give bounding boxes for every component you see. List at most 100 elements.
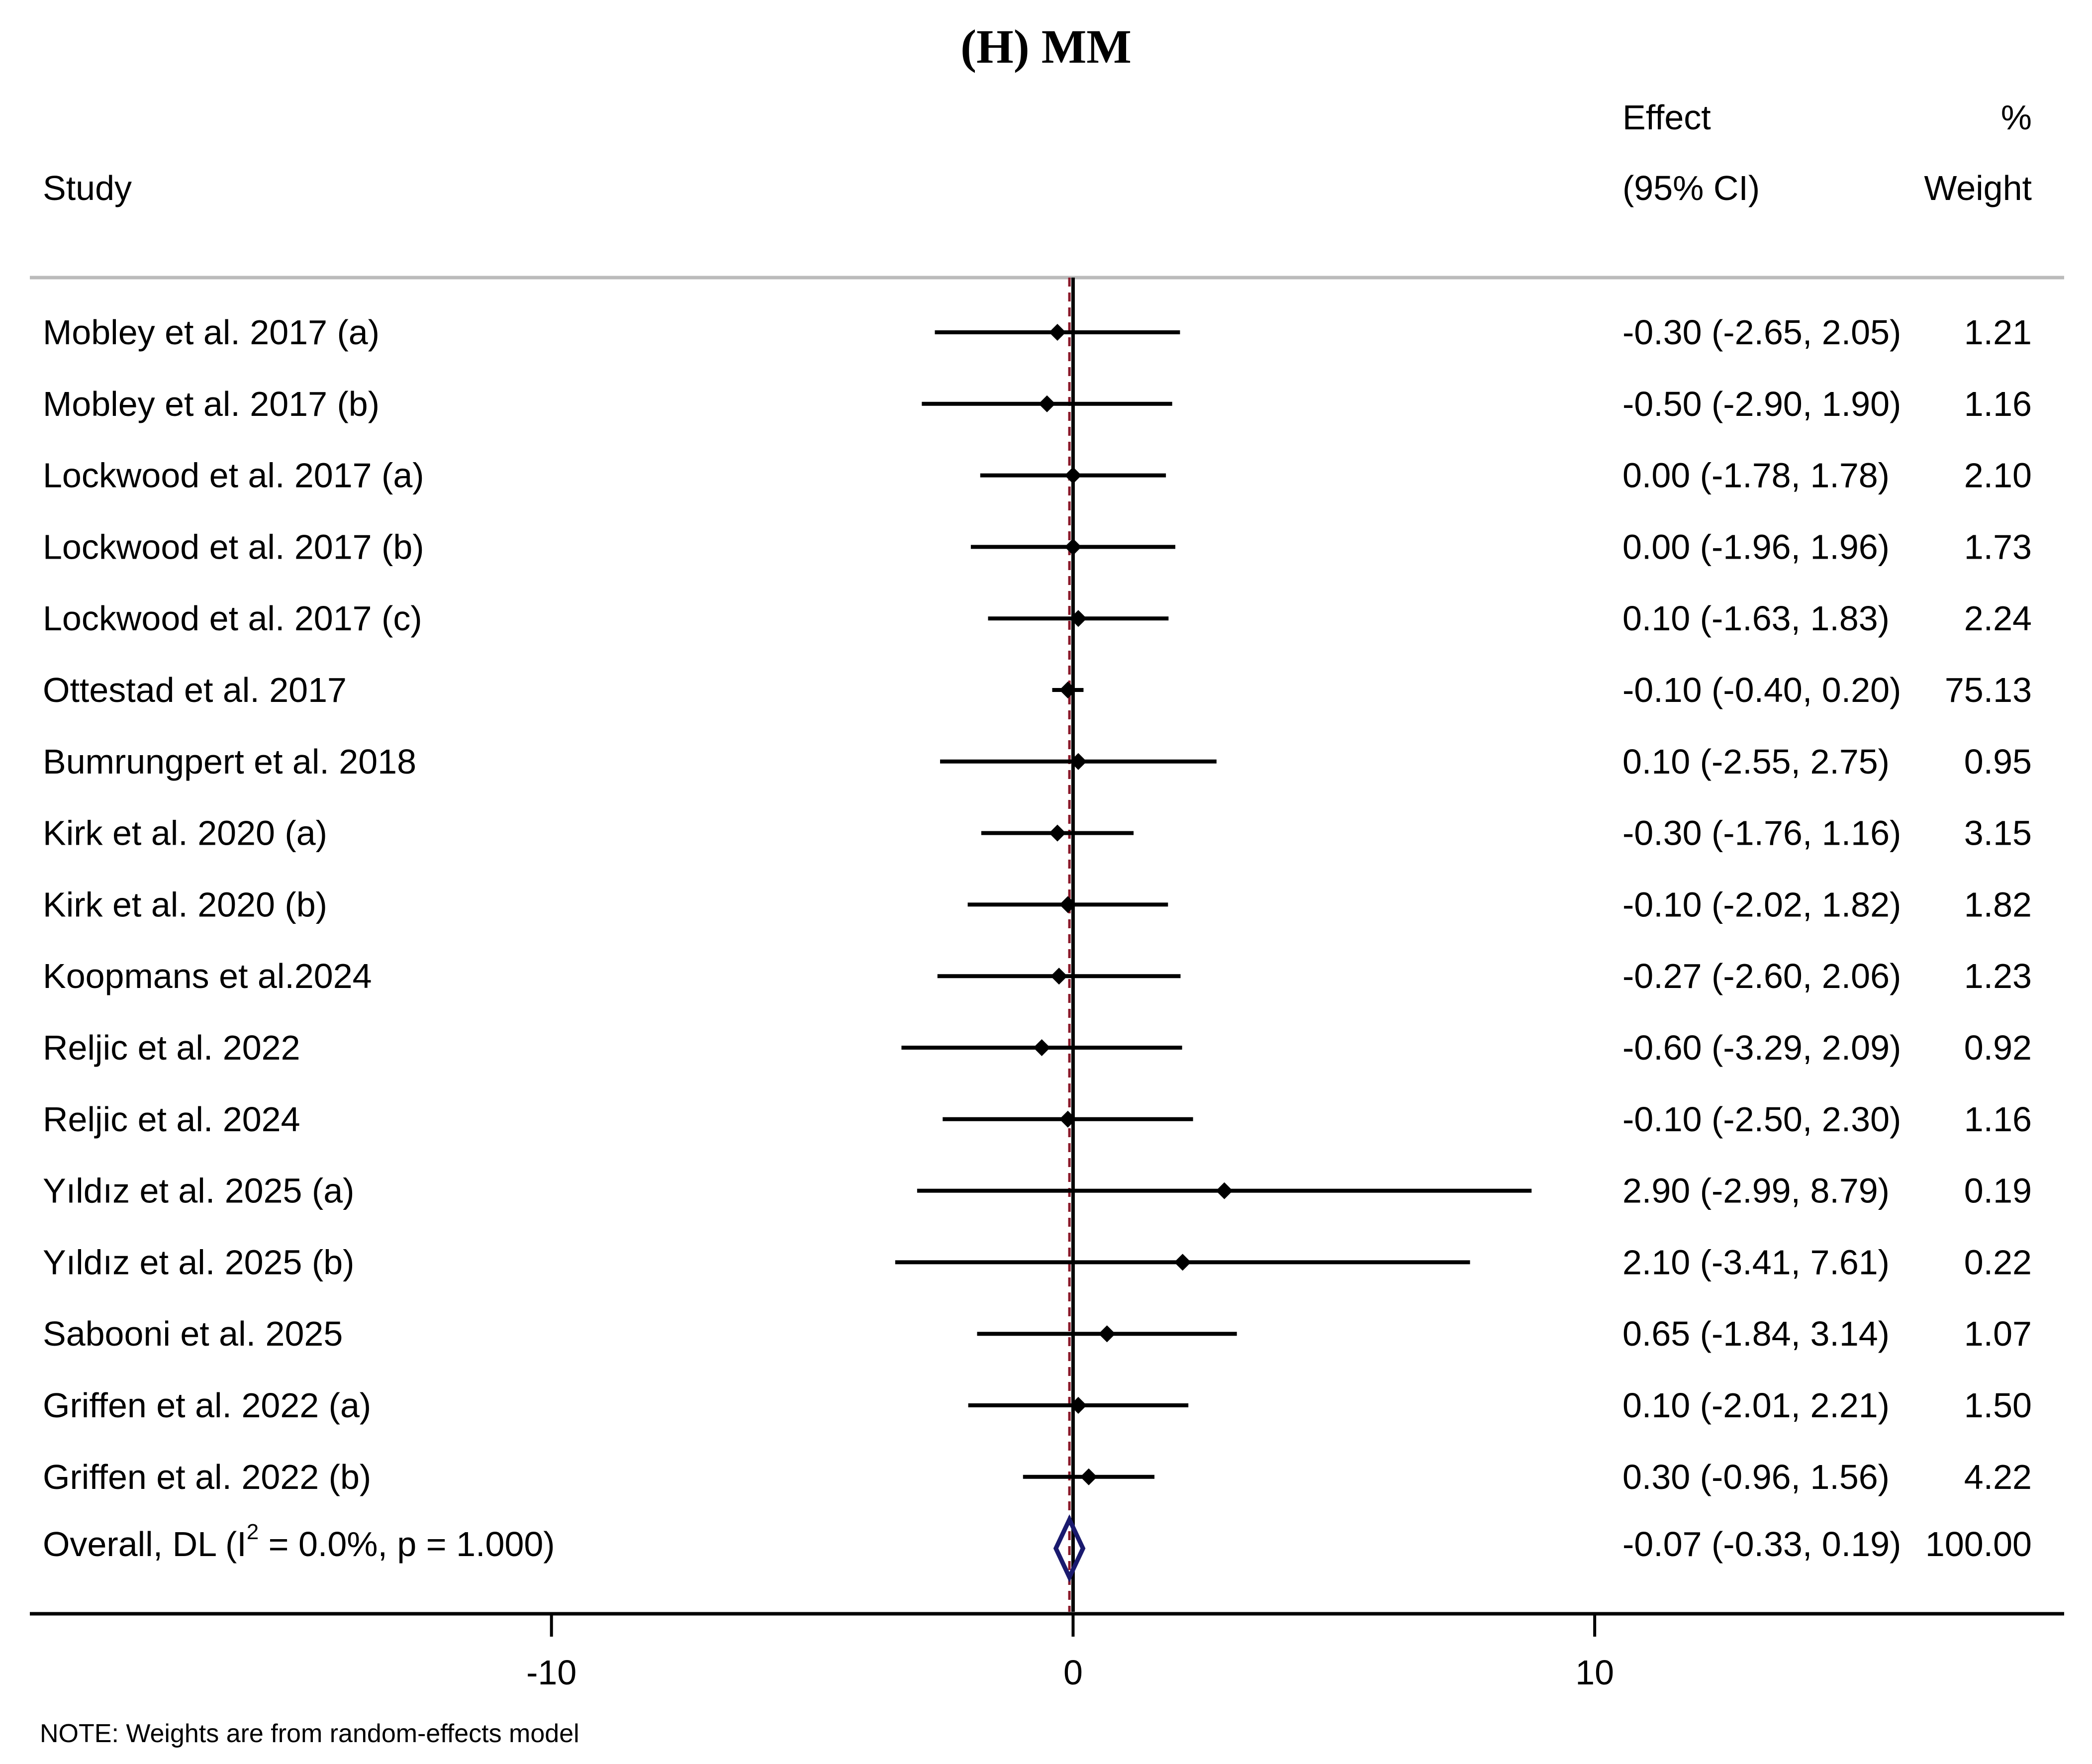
study-label: Yıldız et al. 2025 (b) xyxy=(43,1243,354,1281)
weight-text: 1.82 xyxy=(1964,885,2032,924)
study-row: Koopmans et al.2024 -0.27 (-2.60, 2.06) 1.… xyxy=(43,957,2032,995)
x-axis-ticks: -10 0 10 xyxy=(526,1614,1614,1692)
study-row: Lockwood et al. 2017 (b) 0.00 (-1.96, 1.9… xyxy=(43,527,2032,566)
header-study: Study xyxy=(43,169,132,207)
study-label: Reljic et al. 2022 xyxy=(43,1028,300,1067)
effect-ci-text: -0.30 (-2.65, 2.05) xyxy=(1622,313,1901,352)
weight-text: 0.22 xyxy=(1964,1243,2032,1281)
weight-text: 1.21 xyxy=(1964,313,2032,352)
study-label: Yıldız et al. 2025 (a) xyxy=(43,1172,354,1210)
effect-point xyxy=(1059,896,1076,913)
study-row: Griffen et al. 2022 (b) 0.30 (-0.96, 1.56… xyxy=(43,1458,2032,1496)
study-label: Sabooni et al. 2025 xyxy=(43,1314,343,1353)
effect-ci-text: -0.10 (-2.50, 2.30) xyxy=(1622,1100,1901,1139)
study-label: Ottestad et al. 2017 xyxy=(43,671,347,709)
overall-row: Overall, DL (I2 = 0.0%, p = 1.000) -0.07… xyxy=(43,1514,2032,1583)
effect-ci-text: 2.90 (-2.99, 8.79) xyxy=(1622,1172,1890,1210)
effect-ci-text: -0.50 (-2.90, 1.90) xyxy=(1622,385,1901,423)
effect-point xyxy=(1059,1110,1076,1128)
effect-ci-text: -0.10 (-0.40, 0.20) xyxy=(1622,671,1901,709)
effect-ci-text: -0.60 (-3.29, 2.09) xyxy=(1622,1028,1901,1067)
effect-point xyxy=(1174,1254,1191,1271)
study-row: Sabooni et al. 2025 0.65 (-1.84, 3.14) 1.0… xyxy=(43,1314,2032,1353)
effect-ci-text: 0.65 (-1.84, 3.14) xyxy=(1622,1314,1890,1353)
weight-text: 2.24 xyxy=(1964,599,2032,638)
study-row: Kirk et al. 2020 (b) -0.10 (-2.02, 1.82) 1… xyxy=(43,885,2032,924)
effect-ci-text: -0.10 (-2.02, 1.82) xyxy=(1622,885,1901,924)
effect-ci-text: -0.27 (-2.60, 2.06) xyxy=(1622,957,1901,995)
study-row: Griffen et al. 2022 (a) 0.10 (-2.01, 2.21… xyxy=(43,1386,2032,1425)
study-row: Bumrungpert et al. 2018 0.10 (-2.55, 2.75… xyxy=(43,742,2032,781)
effect-ci-text: 0.00 (-1.96, 1.96) xyxy=(1622,527,1890,566)
study-label: Kirk et al. 2020 (b) xyxy=(43,885,327,924)
chart-title: (H) MM xyxy=(960,20,1132,73)
weight-text: 2.10 xyxy=(1964,456,2032,495)
overall-label-suffix: = 0.0%, p = 1.000) xyxy=(259,1525,555,1564)
effect-point xyxy=(1216,1182,1233,1199)
study-label: Mobley et al. 2017 (b) xyxy=(43,385,380,423)
weight-text: 1.16 xyxy=(1964,385,2032,423)
study-row: Reljic et al. 2022 -0.60 (-3.29, 2.09) 0.9… xyxy=(43,1028,2032,1067)
overall-ci-text: -0.07 (-0.33, 0.19) xyxy=(1622,1525,1901,1564)
header-effect: Effect xyxy=(1622,98,1711,137)
study-rows: Mobley et al. 2017 (a) -0.30 (-2.65, 2.05… xyxy=(43,313,2032,1496)
effect-point xyxy=(1048,324,1066,341)
weight-text: 75.13 xyxy=(1945,671,2032,709)
effect-ci-text: 0.10 (-1.63, 1.83) xyxy=(1622,599,1890,638)
study-row: Kirk et al. 2020 (a) -0.30 (-1.76, 1.16) 3… xyxy=(43,814,2032,853)
weight-text: 4.22 xyxy=(1964,1458,2032,1496)
study-row: Mobley et al. 2017 (a) -0.30 (-2.65, 2.05… xyxy=(43,313,2032,352)
weight-text: 1.50 xyxy=(1964,1386,2032,1425)
weight-text: 0.92 xyxy=(1964,1028,2032,1067)
weight-text: 0.95 xyxy=(1964,742,2032,781)
overall-label: Overall, DL (I2 = 0.0%, p = 1.000) xyxy=(43,1520,555,1564)
effect-point xyxy=(1080,1468,1097,1485)
weight-text: 1.07 xyxy=(1964,1314,2032,1353)
effect-point xyxy=(1059,682,1076,698)
effect-point xyxy=(1064,467,1082,484)
study-label: Griffen et al. 2022 (b) xyxy=(43,1458,371,1496)
study-label: Lockwood et al. 2017 (c) xyxy=(43,599,422,638)
effect-ci-text: 0.30 (-0.96, 1.56) xyxy=(1622,1458,1890,1496)
effect-point xyxy=(1069,1397,1087,1414)
weight-text: 3.15 xyxy=(1964,814,2032,853)
x-tick-label: 0 xyxy=(1063,1653,1083,1692)
footnote: NOTE: Weights are from random-effects mo… xyxy=(40,1719,579,1748)
study-label: Reljic et al. 2024 xyxy=(43,1100,300,1139)
study-row: Mobley et al. 2017 (b) -0.50 (-2.90, 1.90… xyxy=(43,385,2032,423)
weight-text: 1.16 xyxy=(1964,1100,2032,1139)
header-ci: (95% CI) xyxy=(1622,169,1760,207)
effect-ci-text: 2.10 (-3.41, 7.61) xyxy=(1622,1243,1890,1281)
study-row: Yıldız et al. 2025 (b) 2.10 (-3.41, 7.61)… xyxy=(43,1243,2032,1281)
weight-text: 0.19 xyxy=(1964,1172,2032,1210)
study-label: Kirk et al. 2020 (a) xyxy=(43,814,327,853)
effect-point xyxy=(1050,968,1068,985)
study-row: Lockwood et al. 2017 (c) 0.10 (-1.63, 1.8… xyxy=(43,599,2032,638)
study-label: Koopmans et al.2024 xyxy=(43,957,372,995)
effect-point xyxy=(1069,610,1087,627)
overall-diamond xyxy=(1053,1514,1086,1583)
x-tick-label: 10 xyxy=(1575,1653,1614,1692)
study-label: Lockwood et al. 2017 (b) xyxy=(43,527,424,566)
study-row: Ottestad et al. 2017 -0.10 (-0.40, 0.20) 7… xyxy=(43,671,2032,709)
effect-point xyxy=(1039,395,1055,412)
effect-ci-text: -0.30 (-1.76, 1.16) xyxy=(1622,814,1901,853)
overall-weight-text: 100.00 xyxy=(1925,1525,2032,1564)
effect-point xyxy=(1098,1325,1116,1343)
study-label: Mobley et al. 2017 (a) xyxy=(43,313,380,352)
study-row: Lockwood et al. 2017 (a) 0.00 (-1.78, 1.7… xyxy=(43,456,2032,495)
effect-point xyxy=(1069,753,1087,770)
effect-ci-text: 0.10 (-2.55, 2.75) xyxy=(1622,742,1890,781)
overall-label-superscript: 2 xyxy=(247,1520,259,1544)
x-tick-label: -10 xyxy=(526,1653,576,1692)
study-row: Yıldız et al. 2025 (a) 2.90 (-2.99, 8.79)… xyxy=(43,1172,2032,1210)
effect-point xyxy=(1064,538,1082,556)
effect-point xyxy=(1048,824,1066,842)
study-label: Bumrungpert et al. 2018 xyxy=(43,742,416,781)
effect-ci-text: 0.00 (-1.78, 1.78) xyxy=(1622,456,1890,495)
study-label: Griffen et al. 2022 (a) xyxy=(43,1386,371,1425)
overall-label-prefix: Overall, DL (I xyxy=(43,1525,247,1564)
weight-text: 1.23 xyxy=(1964,957,2032,995)
study-label: Lockwood et al. 2017 (a) xyxy=(43,456,424,495)
